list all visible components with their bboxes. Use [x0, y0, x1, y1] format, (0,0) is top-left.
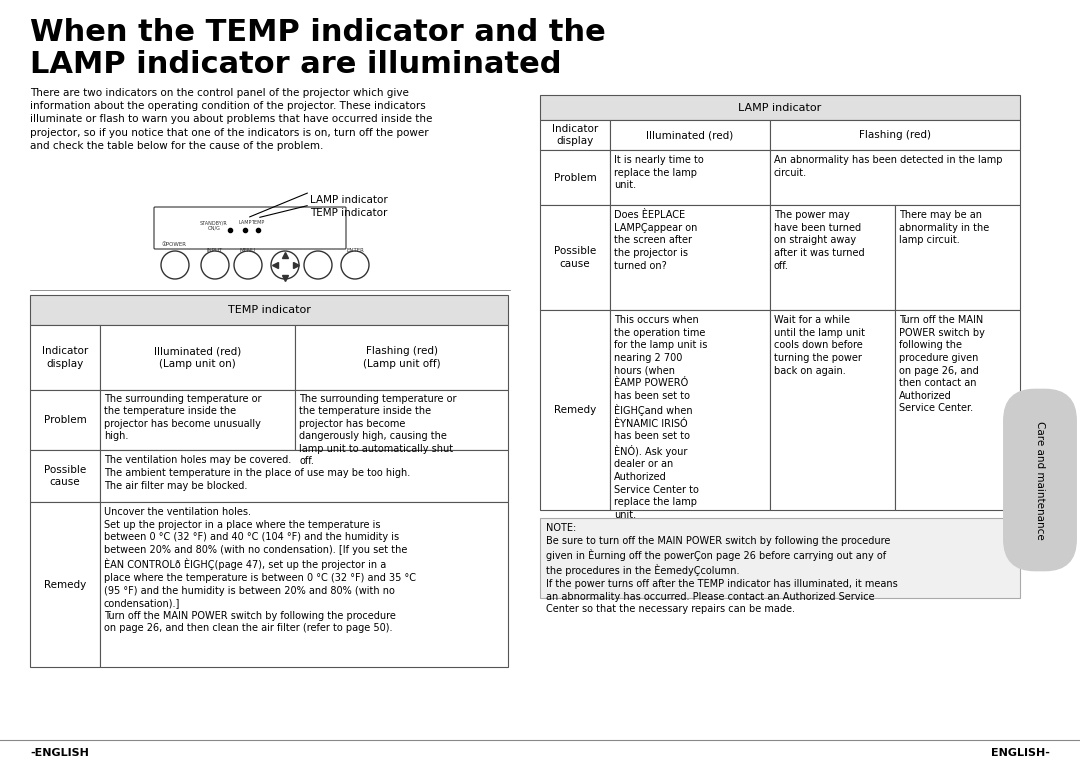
Text: Care and maintenance: Care and maintenance	[1035, 421, 1045, 539]
Bar	[100, 502, 508, 667]
Bar	[610, 120, 770, 150]
Bar	[540, 205, 610, 310]
Circle shape	[161, 251, 189, 279]
Text: ENGLISH-: ENGLISH-	[991, 748, 1050, 758]
Circle shape	[303, 251, 332, 279]
Bar	[540, 95, 1020, 120]
Bar	[30, 390, 100, 450]
Text: When the TEMP indicator and the: When the TEMP indicator and the	[30, 18, 606, 47]
Text: Does ÈEPLACE
LAMPÇappear on
the screen after
the projector is
turned on?: Does ÈEPLACE LAMPÇappear on the screen a…	[615, 210, 698, 271]
Bar	[610, 310, 770, 510]
Text: The ventilation holes may be covered.
The ambient temperature in the place of us: The ventilation holes may be covered. Th…	[104, 455, 410, 490]
FancyBboxPatch shape	[154, 207, 346, 249]
Text: This occurs when
the operation time
for the lamp unit is
nearing 2 700
hours (wh: This occurs when the operation time for …	[615, 315, 707, 520]
Text: ENTER: ENTER	[346, 248, 364, 253]
Text: Indicator
display: Indicator display	[42, 347, 89, 369]
Text: Uncover the ventilation holes.
Set up the projector in a place where the tempera: Uncover the ventilation holes. Set up th…	[104, 507, 416, 633]
Text: Flashing (red)
(Lamp unit off): Flashing (red) (Lamp unit off)	[363, 347, 441, 369]
Text: STANDBY/R
ON/G: STANDBY/R ON/G	[200, 220, 228, 231]
Text: Illuminated (red)
(Lamp unit on): Illuminated (red) (Lamp unit on)	[153, 347, 241, 369]
Text: LAMP: LAMP	[239, 220, 252, 225]
Bar	[100, 450, 508, 502]
Text: TEMP indicator: TEMP indicator	[228, 305, 310, 315]
Bar	[770, 120, 1020, 150]
Text: Indicator
display: Indicator display	[552, 124, 598, 146]
Text: Problem: Problem	[43, 415, 86, 425]
Bar	[540, 518, 1020, 598]
Bar	[540, 120, 610, 150]
Bar	[895, 310, 1020, 510]
Text: The surrounding temperature or
the temperature inside the
projector has become u: The surrounding temperature or the tempe…	[104, 394, 261, 441]
Bar	[100, 390, 295, 450]
Text: There are two indicators on the control panel of the projector which give
inform: There are two indicators on the control …	[30, 88, 432, 151]
Text: Problem: Problem	[554, 172, 596, 183]
Text: Remedy: Remedy	[554, 405, 596, 415]
Text: The surrounding temperature or
the temperature inside the
projector has become
d: The surrounding temperature or the tempe…	[299, 394, 457, 466]
Bar	[540, 310, 610, 510]
Text: Illuminated (red): Illuminated (red)	[646, 130, 733, 140]
Bar	[30, 502, 100, 667]
Bar	[100, 325, 295, 390]
Text: Possible
cause: Possible cause	[44, 465, 86, 487]
Text: LAMP indicator: LAMP indicator	[310, 195, 388, 205]
Bar	[770, 205, 895, 310]
Text: Turn off the MAIN
POWER switch by
following the
procedure given
on page 26, and
: Turn off the MAIN POWER switch by follow…	[899, 315, 985, 413]
Text: Flashing (red): Flashing (red)	[859, 130, 931, 140]
Text: LAMP indicator: LAMP indicator	[739, 103, 822, 112]
Text: MENU: MENU	[240, 248, 256, 253]
Bar	[895, 205, 1020, 310]
Bar	[295, 325, 508, 390]
Bar	[770, 150, 1020, 205]
Text: Possible
cause: Possible cause	[554, 246, 596, 269]
Text: Remedy: Remedy	[44, 580, 86, 590]
Circle shape	[234, 251, 262, 279]
Text: TEMP: TEMP	[252, 220, 265, 225]
Circle shape	[341, 251, 369, 279]
Text: INPUT: INPUT	[207, 248, 224, 253]
Bar	[30, 450, 100, 502]
Text: NOTE:
Be sure to turn off the MAIN POWER switch by following the procedure
given: NOTE: Be sure to turn off the MAIN POWER…	[546, 523, 897, 614]
Circle shape	[201, 251, 229, 279]
Text: LAMP indicator are illuminated: LAMP indicator are illuminated	[30, 50, 562, 79]
Bar	[610, 150, 770, 205]
Text: The power may
have been turned
on straight away
after it was turned
off.: The power may have been turned on straig…	[774, 210, 865, 271]
Bar	[30, 295, 508, 325]
Bar	[295, 390, 508, 450]
Bar	[540, 150, 610, 205]
Text: There may be an
abnormality in the
lamp circuit.: There may be an abnormality in the lamp …	[899, 210, 989, 246]
Text: ①POWER: ①POWER	[162, 242, 187, 247]
Text: Wait for a while
until the lamp unit
cools down before
turning the power
back on: Wait for a while until the lamp unit coo…	[774, 315, 865, 376]
Text: TEMP indicator: TEMP indicator	[310, 208, 388, 218]
Circle shape	[271, 251, 299, 279]
Bar	[30, 325, 100, 390]
Text: An abnormality has been detected in the lamp
circuit.: An abnormality has been detected in the …	[774, 155, 1002, 177]
Bar	[770, 310, 895, 510]
Text: -ENGLISH: -ENGLISH	[30, 748, 89, 758]
Text: It is nearly time to
replace the lamp
unit.: It is nearly time to replace the lamp un…	[615, 155, 704, 190]
Bar	[610, 205, 770, 310]
